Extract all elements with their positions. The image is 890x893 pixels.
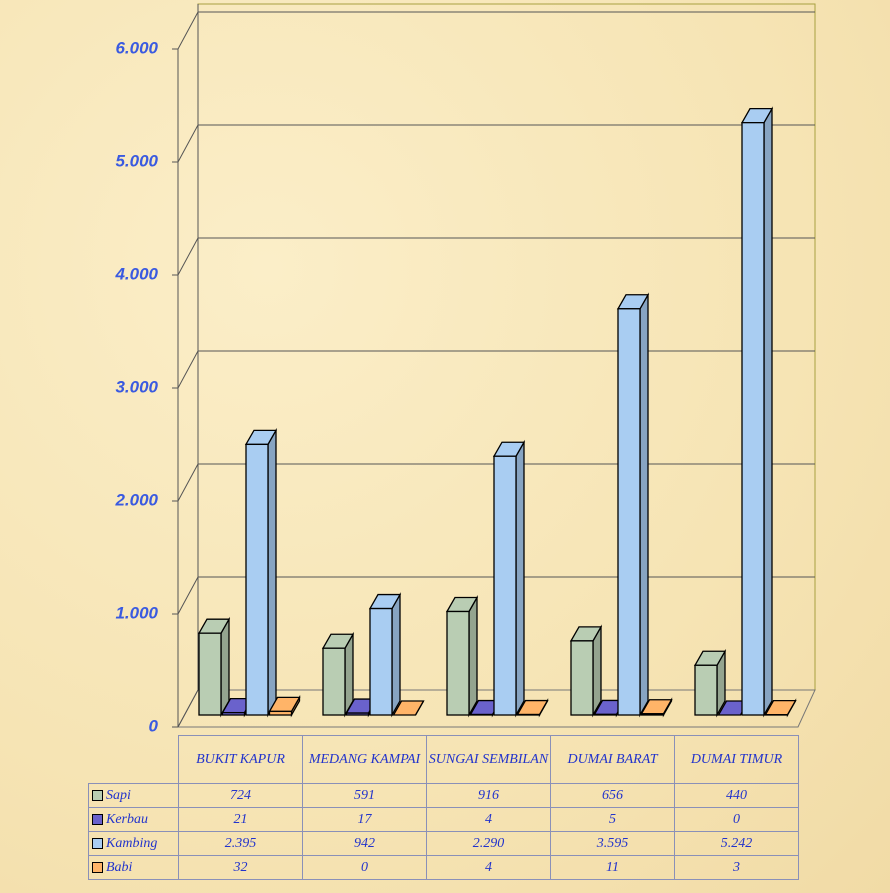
bar-side	[639, 292, 649, 718]
y-tick-label: 5.000	[115, 151, 158, 170]
data-cell: 17	[302, 807, 427, 832]
x-tick-label: MEDANG KAMPAI	[302, 735, 427, 784]
bar	[593, 713, 618, 716]
data-cell: 3	[674, 855, 799, 880]
data-cell: 0	[674, 807, 799, 832]
side-grid-line	[177, 350, 199, 389]
table-row: Kambing 2.395 942 2.290 3.595 5.242	[88, 831, 799, 856]
legend-label: Sapi	[106, 787, 131, 803]
legend-entry: Kerbau	[88, 807, 179, 832]
bar	[493, 455, 517, 716]
data-cell: 3.595	[550, 831, 675, 856]
table-row: Sapi 724 591 916 656 440	[88, 783, 799, 808]
bar	[694, 664, 718, 716]
data-cell: 4	[426, 855, 551, 880]
y-tick-label: 4.000	[114, 264, 158, 283]
y-tick-label: 2.000	[114, 490, 158, 509]
legend-label: Kerbau	[106, 811, 148, 827]
x-tick-label: DUMAI BARAT	[550, 735, 675, 784]
legend-swatch	[92, 813, 103, 825]
legend-swatch	[92, 861, 103, 873]
legend-swatch	[92, 837, 103, 849]
side-grid-line	[177, 237, 199, 276]
data-cell: 916	[426, 783, 551, 808]
bar	[741, 122, 765, 716]
bar-side	[220, 616, 230, 718]
bar	[322, 647, 346, 716]
y-tick-label: 0	[149, 716, 159, 735]
data-cell: 2.395	[178, 831, 303, 856]
legend-label: Kambing	[106, 835, 158, 851]
side-grid-line	[177, 463, 199, 502]
table-row: Babi 32 0 4 11 3	[88, 855, 799, 880]
y-tick-label: 3.000	[115, 377, 158, 396]
legend-entry: Babi	[88, 855, 179, 880]
table-header: BUKIT KAPUR MEDANG KAMPAI SUNGAI SEMBILAN D…	[88, 735, 799, 784]
side-grid-line	[177, 689, 199, 728]
bar-side	[763, 106, 773, 718]
data-cell: 440	[674, 783, 799, 808]
data-cell: 5.242	[674, 831, 799, 856]
legend-entry: Kambing	[88, 831, 179, 856]
side-grid-line	[177, 11, 199, 50]
data-cell: 724	[178, 783, 303, 808]
bar	[640, 713, 665, 716]
bar	[345, 712, 370, 716]
data-cell: 591	[302, 783, 427, 808]
y-tick-label: 6.000	[115, 38, 158, 57]
data-cell: 942	[302, 831, 427, 856]
legend-label: Babi	[106, 859, 133, 875]
data-cell: 32	[178, 855, 303, 880]
data-cell: 2.290	[426, 831, 551, 856]
bar	[369, 607, 393, 716]
bar	[617, 308, 641, 716]
table-row: Kerbau 21 17 4 5 0	[88, 807, 799, 832]
bar-top	[392, 700, 425, 716]
bar-side	[468, 595, 478, 718]
bar	[245, 443, 269, 716]
data-cell: 21	[178, 807, 303, 832]
data-cell: 11	[550, 855, 675, 880]
data-table: BUKIT KAPUR MEDANG KAMPAI SUNGAI SEMBILAN D…	[88, 735, 799, 880]
side-grid-line	[177, 576, 199, 615]
x-tick-label: SUNGAI SEMBILAN	[426, 735, 551, 784]
bar	[268, 710, 293, 716]
legend-entry: Sapi	[88, 783, 179, 808]
corner	[88, 735, 179, 784]
bar	[446, 610, 470, 716]
data-cell: 656	[550, 783, 675, 808]
data-cell: 5	[550, 807, 675, 832]
bar	[221, 711, 246, 716]
bar-side	[592, 624, 602, 718]
legend-swatch	[92, 789, 103, 801]
bar-side	[515, 439, 525, 718]
bar-side	[391, 592, 401, 718]
x-tick-label: DUMAI TIMUR	[674, 735, 799, 784]
y-tick-label: 1.000	[115, 603, 158, 622]
side-grid-line	[177, 124, 199, 163]
bar-side	[267, 427, 277, 718]
bar	[570, 640, 594, 716]
data-cell: 4	[426, 807, 551, 832]
bar	[198, 632, 222, 716]
data-cell: 0	[302, 855, 427, 880]
x-tick-label: BUKIT KAPUR	[178, 735, 303, 784]
